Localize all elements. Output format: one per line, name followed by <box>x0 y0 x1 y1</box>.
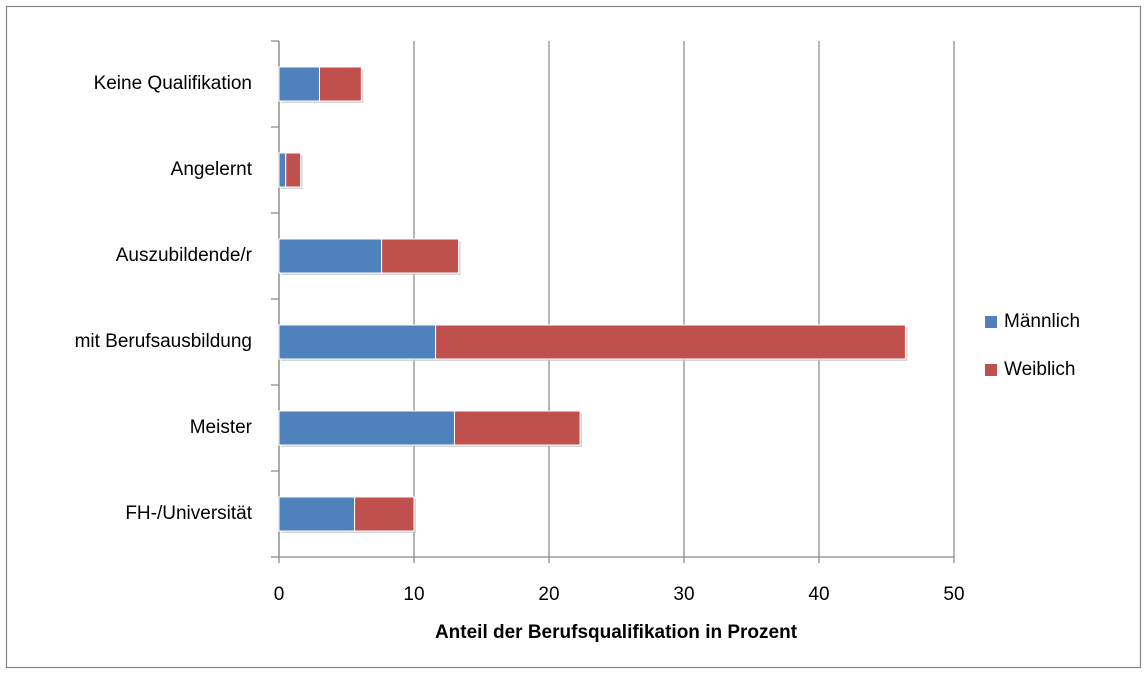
y-tick-label: Auszubildende/r <box>116 245 253 266</box>
y-tick-label: FH-/Universität <box>125 503 252 524</box>
y-tick-label: Keine Qualifikation <box>94 73 252 94</box>
bar <box>319 66 362 102</box>
bar <box>354 496 415 532</box>
x-tick-label: 10 <box>403 584 424 605</box>
bar <box>454 410 581 446</box>
legend-swatch <box>985 316 997 328</box>
x-tick-label: 50 <box>943 584 964 605</box>
x-tick-label: 20 <box>538 584 559 605</box>
bar <box>278 152 287 188</box>
legend-swatch <box>985 364 997 376</box>
bar <box>278 66 320 102</box>
x-tick-label: 0 <box>274 584 285 605</box>
y-tick-label: Angelernt <box>171 159 253 180</box>
bar <box>278 238 383 274</box>
bar <box>278 324 437 360</box>
bar <box>285 152 302 188</box>
bar <box>278 410 455 446</box>
x-axis-title: Anteil der Berufsqualifikation in Prozen… <box>435 622 798 643</box>
legend-label: Männlich <box>1004 311 1080 332</box>
bar <box>278 496 356 532</box>
x-tick-label: 30 <box>673 584 694 605</box>
bar <box>381 238 460 274</box>
y-tick-label: Meister <box>190 417 253 438</box>
x-tick-label: 40 <box>808 584 829 605</box>
bar <box>435 324 906 360</box>
legend-label: Weiblich <box>1004 359 1075 380</box>
y-tick-label: mit Berufsausbildung <box>75 331 252 352</box>
